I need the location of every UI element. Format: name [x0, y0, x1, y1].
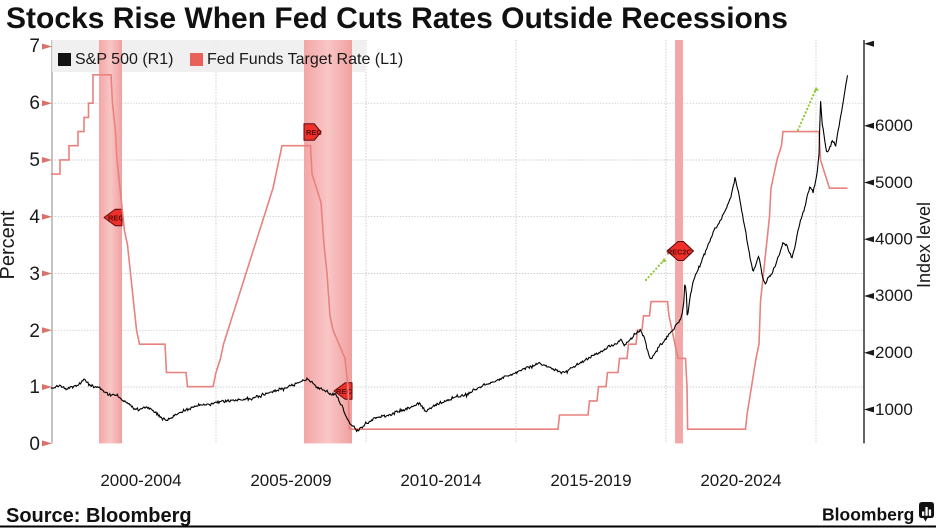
svg-text:Fed Funds Target Rate (L1): Fed Funds Target Rate (L1) [207, 51, 403, 68]
svg-text:4000: 4000 [875, 230, 913, 249]
svg-text:REC: REC [306, 128, 322, 137]
svg-text:Index level: Index level [914, 202, 934, 288]
svg-text:7: 7 [29, 36, 40, 57]
svg-text:5000: 5000 [875, 173, 913, 192]
svg-text:2010-2014: 2010-2014 [400, 471, 481, 490]
svg-text:2020-2024: 2020-2024 [700, 471, 781, 490]
svg-text:5: 5 [29, 150, 40, 171]
svg-text:1000: 1000 [875, 400, 913, 419]
svg-text:Source: Bloomberg: Source: Bloomberg [6, 505, 192, 527]
svg-text:REC: REC [336, 387, 352, 396]
svg-text:S&P 500 (R1): S&P 500 (R1) [75, 51, 173, 68]
svg-text:Bloomberg: Bloomberg [822, 505, 914, 525]
svg-text:2000: 2000 [875, 343, 913, 362]
svg-text:Percent: Percent [0, 210, 19, 279]
svg-text:4: 4 [29, 207, 40, 228]
svg-text:1: 1 [29, 377, 40, 398]
svg-text:REC: REC [108, 214, 124, 223]
svg-text:2: 2 [29, 321, 40, 342]
svg-text:6: 6 [29, 93, 40, 114]
svg-text:3: 3 [29, 264, 40, 285]
svg-text:0: 0 [29, 434, 40, 455]
svg-text:6000: 6000 [875, 116, 913, 135]
svg-text:2000-2004: 2000-2004 [100, 471, 181, 490]
svg-text:3000: 3000 [875, 286, 913, 305]
svg-text:2015-2019: 2015-2019 [550, 471, 631, 490]
svg-text:REC2C: REC2C [667, 247, 692, 256]
svg-text:2005-2009: 2005-2009 [250, 471, 331, 490]
